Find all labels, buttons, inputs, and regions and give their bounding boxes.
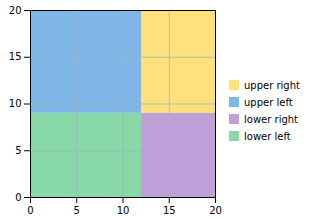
- svg-text:5: 5: [74, 205, 80, 216]
- svg-text:10: 10: [9, 98, 22, 109]
- svg-text:15: 15: [163, 205, 176, 216]
- svg-text:15: 15: [9, 51, 22, 62]
- html-text:lower right: lower right: [244, 113, 298, 125]
- svg-text:5: 5: [15, 145, 21, 156]
- svg-text:0: 0: [15, 192, 21, 203]
- html-text:upper left: upper left: [244, 96, 293, 108]
- svg-text:20: 20: [209, 205, 222, 216]
- svg-text:20: 20: [9, 5, 22, 16]
- svg-text:0: 0: [27, 205, 33, 216]
- html-text:lower left: lower left: [244, 130, 291, 142]
- html-text:upper right: upper right: [244, 79, 300, 91]
- svg-text:10: 10: [117, 205, 130, 216]
